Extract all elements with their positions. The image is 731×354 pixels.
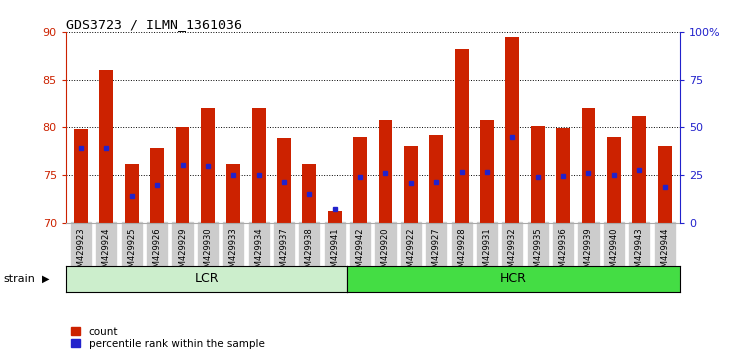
Bar xyxy=(175,127,189,223)
Text: ▶: ▶ xyxy=(42,274,50,284)
Bar xyxy=(480,120,494,223)
Bar xyxy=(227,164,240,223)
Bar xyxy=(303,164,317,223)
Bar xyxy=(379,120,393,223)
Bar xyxy=(429,135,443,223)
Text: GDS3723 / ILMN_1361036: GDS3723 / ILMN_1361036 xyxy=(66,18,242,31)
Bar xyxy=(277,138,291,223)
Bar xyxy=(150,148,164,223)
Bar xyxy=(201,108,215,223)
Bar xyxy=(251,108,265,223)
Text: HCR: HCR xyxy=(500,272,527,285)
Bar xyxy=(556,129,570,223)
Bar xyxy=(632,116,646,223)
Bar xyxy=(404,145,418,223)
Text: strain: strain xyxy=(4,274,36,284)
Bar xyxy=(353,137,367,223)
Bar xyxy=(607,137,621,223)
Bar xyxy=(327,211,341,223)
Text: LCR: LCR xyxy=(194,272,219,285)
Legend: count, percentile rank within the sample: count, percentile rank within the sample xyxy=(71,327,265,349)
Bar xyxy=(125,164,139,223)
Bar xyxy=(581,108,596,223)
Bar xyxy=(455,49,469,223)
Bar xyxy=(531,126,545,223)
Bar xyxy=(505,37,519,223)
Bar xyxy=(99,70,113,223)
Bar xyxy=(74,129,88,223)
Bar xyxy=(658,145,672,223)
